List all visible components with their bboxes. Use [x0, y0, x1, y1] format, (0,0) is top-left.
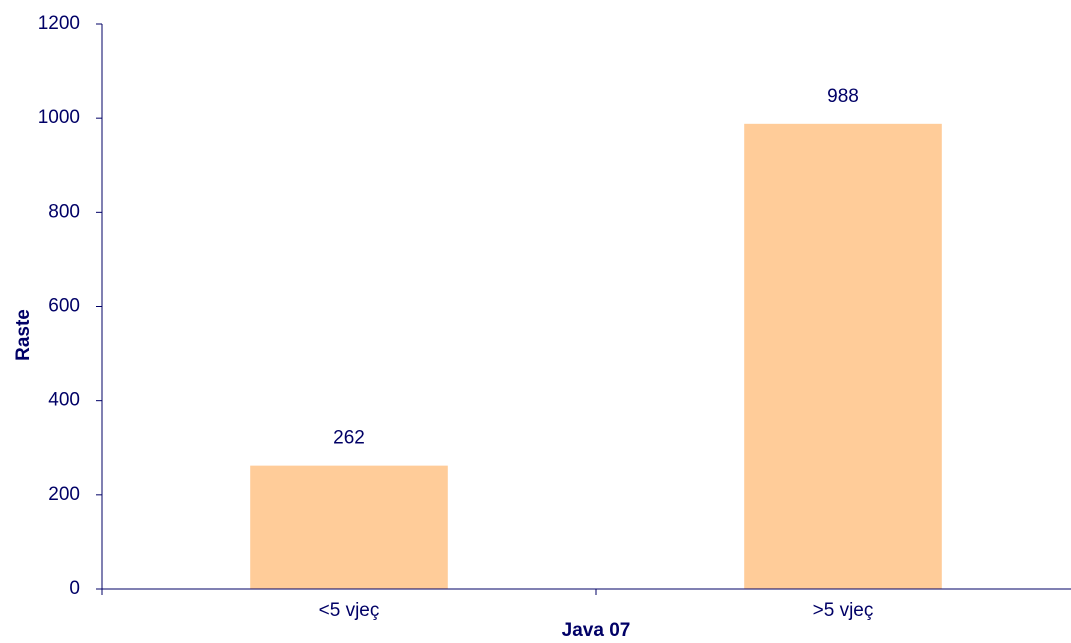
- y-tick-label: 200: [48, 484, 80, 505]
- y-tick-label: 400: [48, 390, 80, 411]
- x-tick-label: <5 vjeç: [319, 600, 380, 621]
- data-label: 988: [827, 86, 859, 107]
- y-tick-label: 1200: [38, 13, 80, 34]
- y-tick-label: 0: [69, 578, 80, 599]
- y-tick-label: 1000: [38, 107, 80, 128]
- y-tick-label: 600: [48, 296, 80, 317]
- y-axis-label: Raste: [13, 309, 34, 361]
- data-label: 262: [333, 428, 365, 449]
- bar: [744, 123, 942, 590]
- x-axis-label: Java 07: [562, 620, 631, 641]
- bar: [250, 465, 448, 589]
- y-tick-label: 800: [48, 201, 80, 222]
- x-tick-label: >5 vjeç: [813, 600, 874, 621]
